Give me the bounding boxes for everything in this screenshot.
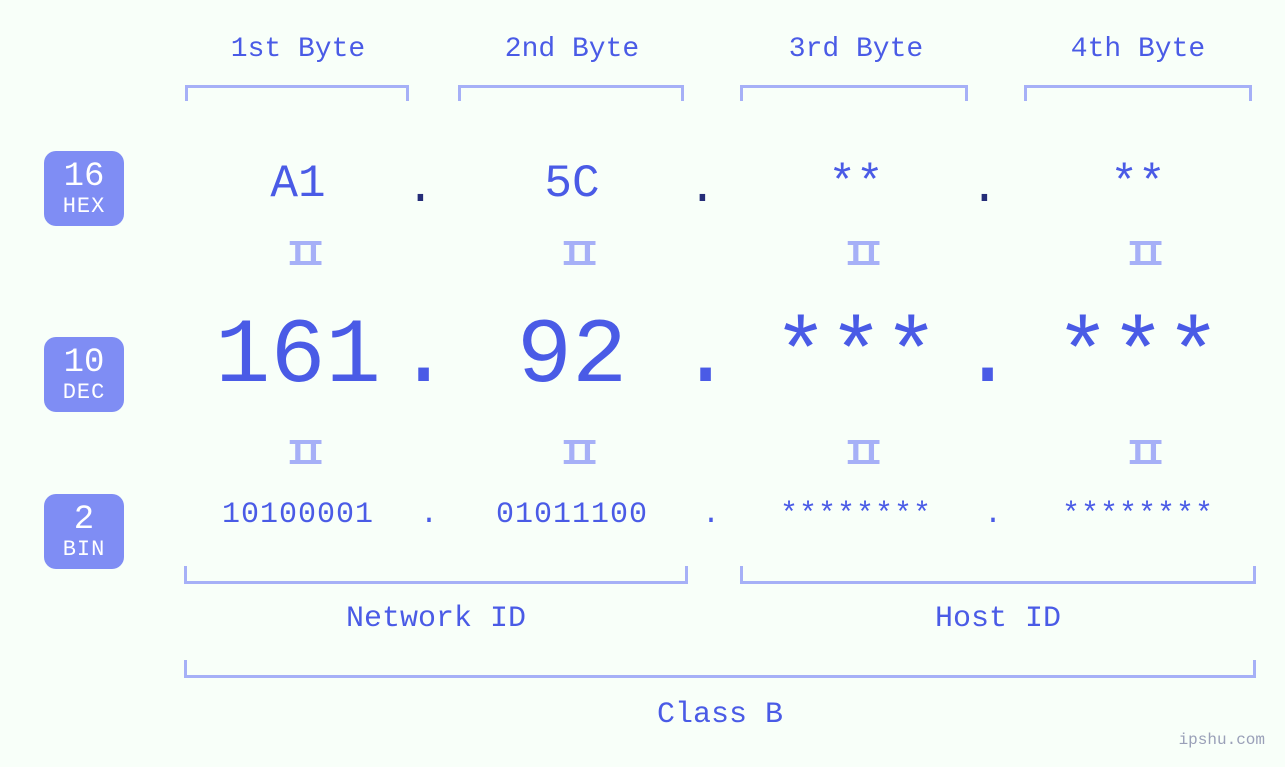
badge-hex: 16 HEX: [44, 151, 124, 226]
host-id-label: Host ID: [740, 602, 1256, 636]
byte-label-2: 2nd Byte: [447, 34, 697, 65]
bin-dot-2: .: [702, 498, 720, 532]
hex-dot-1: .: [406, 162, 435, 216]
bin-byte-3: ********: [721, 498, 991, 532]
bin-byte-2: 01011100: [437, 498, 707, 532]
byte-label-3: 3rd Byte: [731, 34, 981, 65]
bin-byte-4: ********: [1003, 498, 1273, 532]
byte-label-1: 1st Byte: [173, 34, 423, 65]
hex-byte-1: A1: [173, 158, 423, 210]
badge-hex-txt: HEX: [63, 196, 106, 218]
byte-label-4: 4th Byte: [1013, 34, 1263, 65]
eq-hex-dec-2: II: [561, 235, 592, 276]
class-label: Class B: [184, 698, 1256, 732]
bin-byte-1: 10100001: [163, 498, 433, 532]
badge-dec-txt: DEC: [63, 382, 106, 404]
badge-bin-num: 2: [74, 503, 94, 537]
badge-dec: 10 DEC: [44, 337, 124, 412]
top-bracket-1: [185, 85, 409, 101]
network-id-bracket: [184, 566, 688, 584]
top-bracket-2: [458, 85, 684, 101]
dec-byte-1: 161: [163, 304, 433, 409]
dec-dot-2: .: [678, 304, 733, 409]
dec-dot-1: .: [396, 304, 451, 409]
dec-byte-3: ***: [721, 304, 991, 409]
hex-byte-4: **: [1013, 158, 1263, 210]
top-bracket-3: [740, 85, 968, 101]
eq-dec-bin-3: II: [845, 434, 876, 475]
dec-dot-3: .: [960, 304, 1015, 409]
top-bracket-4: [1024, 85, 1252, 101]
hex-byte-2: 5C: [447, 158, 697, 210]
hex-byte-3: **: [731, 158, 981, 210]
eq-hex-dec-4: II: [1127, 235, 1158, 276]
badge-dec-num: 10: [64, 346, 105, 380]
eq-hex-dec-3: II: [845, 235, 876, 276]
network-id-label: Network ID: [184, 602, 688, 636]
badge-bin: 2 BIN: [44, 494, 124, 569]
watermark: ipshu.com: [1179, 731, 1265, 749]
eq-hex-dec-1: II: [287, 235, 318, 276]
dec-byte-4: ***: [1003, 304, 1273, 409]
bin-dot-1: .: [420, 498, 438, 532]
badge-bin-txt: BIN: [63, 539, 106, 561]
bin-dot-3: .: [984, 498, 1002, 532]
host-id-bracket: [740, 566, 1256, 584]
dec-byte-2: 92: [437, 304, 707, 409]
eq-dec-bin-4: II: [1127, 434, 1158, 475]
hex-dot-2: .: [688, 162, 717, 216]
eq-dec-bin-1: II: [287, 434, 318, 475]
class-bracket: [184, 660, 1256, 678]
eq-dec-bin-2: II: [561, 434, 592, 475]
badge-hex-num: 16: [64, 160, 105, 194]
hex-dot-3: .: [970, 162, 999, 216]
